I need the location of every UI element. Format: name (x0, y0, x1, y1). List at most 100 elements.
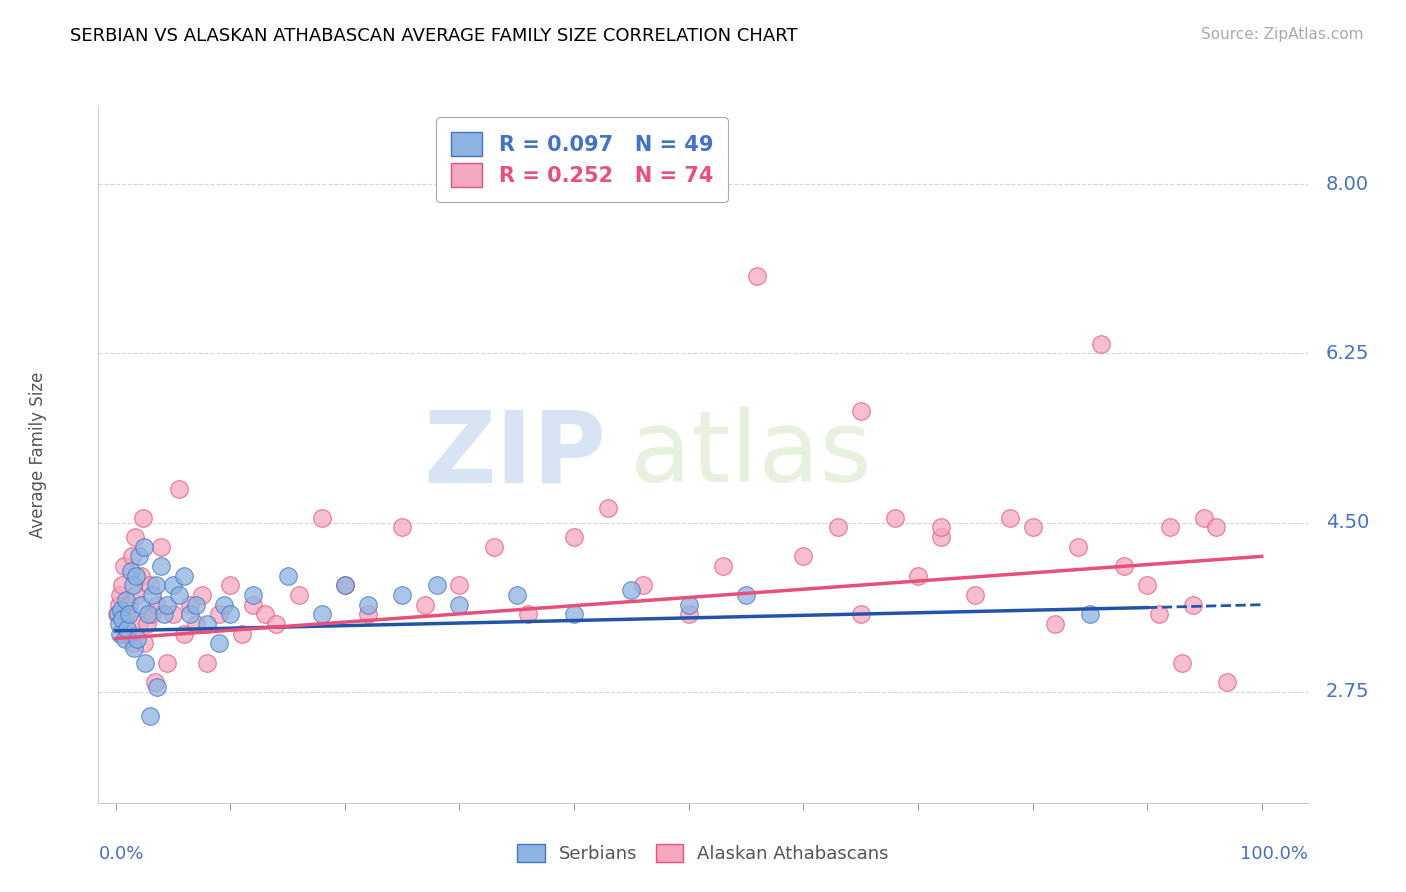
Point (1216, 675, 1239, 690)
Point (620, 583, 643, 598)
Point (482, 540, 505, 554)
Point (333, 578, 356, 592)
Point (391, 520, 413, 534)
Text: Source: ZipAtlas.com: Source: ZipAtlas.com (1201, 27, 1364, 42)
Point (162, 607, 184, 622)
Point (179, 607, 201, 622)
Point (134, 540, 156, 554)
Point (150, 540, 173, 554)
Point (114, 632, 136, 646)
Point (1194, 510, 1216, 524)
Point (965, 588, 987, 602)
Point (156, 598, 179, 612)
Point (1147, 607, 1170, 622)
Point (208, 607, 231, 622)
Point (141, 588, 163, 602)
Point (264, 617, 287, 632)
Point (143, 675, 166, 690)
Point (735, 588, 758, 602)
Point (1078, 607, 1101, 622)
Point (208, 636, 231, 650)
Point (118, 607, 141, 622)
Point (173, 568, 195, 582)
Text: atlas: atlas (630, 407, 872, 503)
Point (167, 482, 190, 496)
Point (792, 549, 814, 564)
Point (179, 598, 201, 612)
Text: Average Family Size: Average Family Size (30, 372, 46, 538)
Point (184, 598, 207, 612)
Point (929, 520, 952, 534)
Point (1067, 540, 1090, 554)
Point (1021, 520, 1043, 534)
Point (134, 656, 156, 670)
Point (146, 598, 169, 612)
Point (111, 578, 134, 592)
Point (115, 607, 138, 622)
Point (231, 626, 253, 640)
Point (141, 607, 163, 622)
Point (105, 607, 128, 622)
Point (449, 598, 471, 612)
Point (998, 510, 1021, 524)
Point (136, 607, 159, 622)
Point (517, 607, 540, 622)
Point (678, 598, 700, 612)
Point (562, 607, 585, 622)
Text: 4.50: 4.50 (1326, 513, 1369, 532)
Point (146, 680, 169, 694)
Point (849, 404, 872, 418)
Point (162, 578, 184, 592)
Point (506, 588, 529, 602)
Point (125, 568, 148, 582)
Point (1090, 336, 1112, 351)
Point (253, 607, 276, 622)
Legend: Serbians, Alaskan Athabascans: Serbians, Alaskan Athabascans (506, 833, 900, 874)
Point (122, 641, 145, 656)
Point (242, 588, 264, 602)
Text: 0.0%: 0.0% (98, 845, 143, 863)
Point (139, 578, 162, 592)
Point (195, 656, 218, 670)
Point (135, 617, 157, 632)
Point (127, 632, 149, 646)
Point (139, 708, 162, 723)
Point (1181, 598, 1204, 612)
Point (711, 559, 734, 574)
Point (1205, 520, 1227, 534)
Point (128, 617, 150, 632)
Point (425, 578, 447, 592)
Point (357, 598, 380, 612)
Point (134, 636, 156, 650)
Point (132, 510, 155, 524)
Point (190, 588, 212, 602)
Text: 6.25: 6.25 (1326, 344, 1369, 363)
Point (277, 568, 299, 582)
Point (214, 598, 236, 612)
Point (108, 588, 131, 602)
Point (107, 607, 129, 622)
Point (929, 530, 952, 544)
Point (219, 578, 242, 592)
Point (121, 549, 143, 564)
Point (124, 530, 146, 544)
Point (184, 617, 207, 632)
Point (1045, 617, 1067, 632)
Point (242, 598, 264, 612)
Point (391, 588, 413, 602)
Point (112, 559, 135, 574)
Point (121, 636, 143, 650)
Point (449, 578, 471, 592)
Point (110, 602, 132, 616)
Point (631, 578, 654, 592)
Point (111, 612, 134, 626)
Point (827, 520, 849, 534)
Point (108, 626, 131, 640)
Point (108, 617, 131, 632)
Point (115, 592, 138, 607)
Text: 8.00: 8.00 (1326, 175, 1369, 194)
Point (115, 626, 138, 640)
Point (849, 607, 872, 622)
Point (121, 578, 143, 592)
Point (120, 564, 142, 578)
